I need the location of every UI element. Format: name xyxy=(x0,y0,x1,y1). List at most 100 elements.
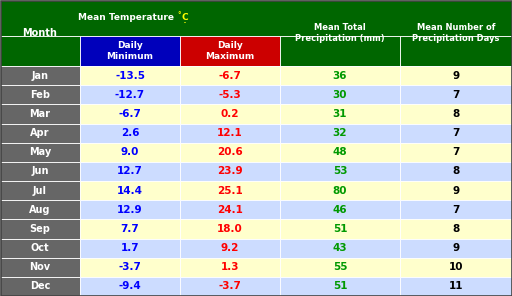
Bar xyxy=(280,36,400,66)
Bar xyxy=(400,200,512,219)
Text: 12.1: 12.1 xyxy=(217,128,243,138)
Text: 9.2: 9.2 xyxy=(221,243,239,253)
Text: 9: 9 xyxy=(453,243,460,253)
Text: 24.1: 24.1 xyxy=(217,205,243,215)
Text: 1.7: 1.7 xyxy=(121,243,139,253)
Bar xyxy=(0,162,80,181)
Bar xyxy=(0,36,80,66)
Bar xyxy=(180,181,280,200)
Bar xyxy=(280,66,400,85)
Text: 7: 7 xyxy=(452,205,460,215)
Bar xyxy=(180,219,280,239)
Text: -12.7: -12.7 xyxy=(115,90,145,100)
Text: Month: Month xyxy=(23,28,57,38)
Text: 80: 80 xyxy=(333,186,347,196)
Bar xyxy=(400,181,512,200)
Bar xyxy=(280,104,400,123)
Bar xyxy=(80,181,180,200)
Bar xyxy=(280,143,400,162)
Bar xyxy=(0,200,80,219)
Text: -3.7: -3.7 xyxy=(119,262,141,272)
Text: Mean Total
Precipitation (mm): Mean Total Precipitation (mm) xyxy=(295,22,385,44)
Bar xyxy=(280,277,400,296)
Text: 20.6: 20.6 xyxy=(217,147,243,157)
Text: 0.2: 0.2 xyxy=(221,109,239,119)
Bar xyxy=(400,85,512,104)
Text: Aug: Aug xyxy=(29,205,51,215)
Text: -9.4: -9.4 xyxy=(119,281,141,292)
Bar xyxy=(400,277,512,296)
Bar xyxy=(180,104,280,123)
Text: 14.4: 14.4 xyxy=(117,186,143,196)
Bar xyxy=(400,123,512,143)
Bar xyxy=(0,85,80,104)
Bar xyxy=(400,104,512,123)
Bar xyxy=(0,277,80,296)
Bar xyxy=(80,239,180,258)
Text: 23.9: 23.9 xyxy=(217,166,243,176)
Bar xyxy=(280,239,400,258)
Bar xyxy=(280,200,400,219)
Text: 9: 9 xyxy=(453,186,460,196)
Bar xyxy=(400,239,512,258)
Text: -6.7: -6.7 xyxy=(219,70,242,81)
Bar xyxy=(400,162,512,181)
Text: 10: 10 xyxy=(449,262,463,272)
Text: -13.5: -13.5 xyxy=(115,70,145,81)
Text: 18.0: 18.0 xyxy=(217,224,243,234)
Text: 12.7: 12.7 xyxy=(117,166,143,176)
Bar xyxy=(0,219,80,239)
Text: 8: 8 xyxy=(453,166,460,176)
Bar xyxy=(180,36,280,66)
Text: 32: 32 xyxy=(333,128,347,138)
Bar xyxy=(180,123,280,143)
Bar xyxy=(80,200,180,219)
Bar xyxy=(280,181,400,200)
Text: 2.6: 2.6 xyxy=(121,128,139,138)
Text: 7: 7 xyxy=(452,128,460,138)
Bar xyxy=(280,123,400,143)
Text: 7.7: 7.7 xyxy=(121,224,139,234)
Bar xyxy=(280,219,400,239)
Text: 30: 30 xyxy=(333,90,347,100)
Bar xyxy=(180,200,280,219)
Text: 11: 11 xyxy=(449,281,463,292)
Text: Jan: Jan xyxy=(32,70,49,81)
Bar xyxy=(80,162,180,181)
Text: Dec: Dec xyxy=(30,281,50,292)
Bar xyxy=(0,143,80,162)
Text: 25.1: 25.1 xyxy=(217,186,243,196)
Text: °: ° xyxy=(177,12,181,18)
Bar xyxy=(400,36,512,66)
Bar xyxy=(80,219,180,239)
Bar xyxy=(400,143,512,162)
Bar xyxy=(0,239,80,258)
Text: Apr: Apr xyxy=(30,128,50,138)
Text: 55: 55 xyxy=(333,262,347,272)
Text: 1.3: 1.3 xyxy=(221,262,239,272)
Bar xyxy=(280,258,400,277)
Bar xyxy=(0,66,80,85)
Text: Daily
Maximum: Daily Maximum xyxy=(205,41,254,61)
Bar xyxy=(180,162,280,181)
Text: Sep: Sep xyxy=(30,224,51,234)
Text: Mean Number of
Precipitation Days: Mean Number of Precipitation Days xyxy=(412,22,500,44)
Text: 36: 36 xyxy=(333,70,347,81)
Bar xyxy=(180,239,280,258)
Bar xyxy=(280,85,400,104)
Text: Jun: Jun xyxy=(31,166,49,176)
Text: 51: 51 xyxy=(333,224,347,234)
Text: 43: 43 xyxy=(333,243,347,253)
Bar xyxy=(400,219,512,239)
Text: -3.7: -3.7 xyxy=(219,281,242,292)
Bar xyxy=(400,66,512,85)
Bar xyxy=(180,258,280,277)
Bar xyxy=(80,123,180,143)
Bar xyxy=(80,143,180,162)
Text: May: May xyxy=(29,147,51,157)
Text: 53: 53 xyxy=(333,166,347,176)
Bar xyxy=(0,123,80,143)
Bar xyxy=(0,104,80,123)
Text: Jul: Jul xyxy=(33,186,47,196)
Bar xyxy=(180,66,280,85)
